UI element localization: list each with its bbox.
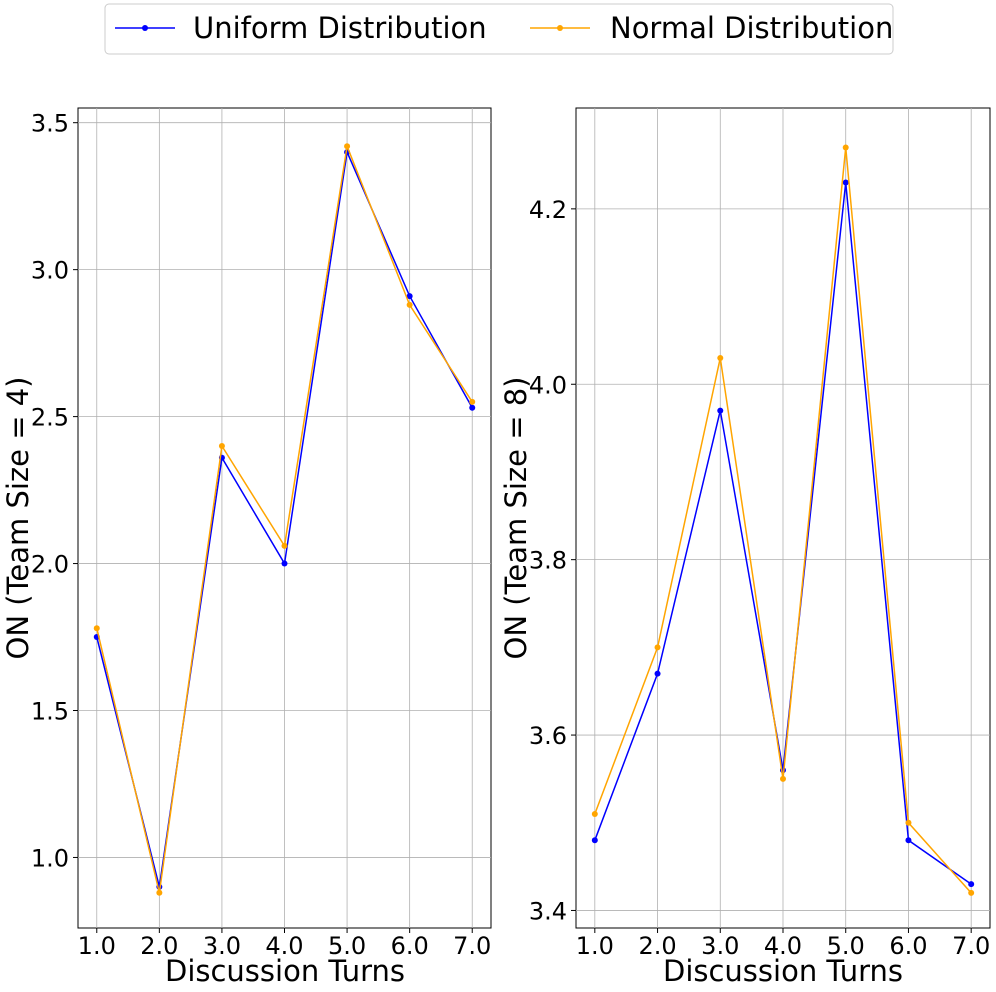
- x-tick-label: 3.0: [701, 932, 739, 960]
- chart-panel-team-size-8: 1.0 2.0 3.0 4.0 5.0 6.0 7.0 3.4 3.6 3.8 4.0 4.2 Di…: [499, 107, 991, 988]
- x-tick-label: 7.0: [952, 932, 990, 960]
- y-tick-label: 1.0: [31, 844, 69, 872]
- x-tick-label: 4.0: [265, 932, 303, 960]
- data-point-normal[interactable]: [469, 398, 476, 405]
- y-tick-label: 3.5: [31, 110, 69, 138]
- y-tick-label: 3.4: [529, 897, 567, 925]
- data-point-normal[interactable]: [842, 144, 849, 151]
- x-tick-labels: 1.0 2.0 3.0 4.0 5.0 6.0 7.0: [576, 928, 990, 960]
- data-point-uniform[interactable]: [905, 837, 912, 844]
- y-tick-label: 3.0: [31, 257, 69, 285]
- y-tick-label: 4.2: [529, 196, 567, 224]
- x-tick-label: 2.0: [140, 932, 178, 960]
- y-tick-label: 3.8: [529, 547, 567, 575]
- data-point-normal[interactable]: [591, 810, 598, 817]
- x-axis-label: Discussion Turns: [165, 954, 405, 988]
- chart-panel-team-size-4: 1.0 2.0 3.0 4.0 5.0 6.0 7.0 1.0 1.5 2.0 2.5 3.0 3.5…: [1, 107, 492, 988]
- y-tick-label: 2.5: [31, 404, 69, 432]
- data-point-normal[interactable]: [654, 644, 661, 651]
- legend-frame: [104, 3, 894, 55]
- data-point-uniform[interactable]: [591, 837, 598, 844]
- data-point-uniform[interactable]: [717, 407, 724, 414]
- y-tick-labels: 1.0 1.5 2.0 2.5 3.0 3.5: [31, 110, 78, 872]
- grid-lines: [576, 108, 990, 928]
- data-point-uniform[interactable]: [654, 670, 661, 677]
- data-point-normal[interactable]: [406, 301, 413, 308]
- legend-entry-normal[interactable]: Normal Distribution: [530, 11, 893, 45]
- y-tick-label: 2.0: [31, 551, 69, 579]
- y-axis-label: ON (Team Size = 8): [499, 377, 533, 660]
- legend-label-uniform: Uniform Distribution: [193, 11, 487, 45]
- legend-entry-uniform[interactable]: Uniform Distribution: [115, 11, 487, 45]
- x-tick-label: 1.0: [576, 932, 614, 960]
- data-point-normal[interactable]: [281, 542, 288, 549]
- data-point-normal[interactable]: [93, 625, 100, 632]
- x-tick-label: 1.0: [78, 932, 116, 960]
- y-tick-labels: 3.4 3.6 3.8 4.0 4.2: [529, 196, 576, 925]
- data-point-normal[interactable]: [218, 442, 225, 449]
- x-tick-label: 6.0: [889, 932, 927, 960]
- x-tick-label: 3.0: [203, 932, 241, 960]
- y-tick-label: 4.0: [529, 371, 567, 399]
- series-group: [93, 143, 476, 896]
- x-tick-labels: 1.0 2.0 3.0 4.0 5.0 6.0 7.0: [78, 928, 491, 960]
- series-group: [591, 144, 975, 896]
- data-point-uniform[interactable]: [842, 179, 849, 186]
- data-point-uniform[interactable]: [469, 404, 476, 411]
- y-tick-label: 3.6: [529, 722, 567, 750]
- legend-marker-uniform: [142, 25, 148, 31]
- x-tick-label: 7.0: [453, 932, 491, 960]
- x-tick-label: 5.0: [827, 932, 865, 960]
- x-axis-label: Discussion Turns: [663, 954, 903, 988]
- y-axis-label: ON (Team Size = 4): [1, 377, 35, 660]
- data-point-uniform[interactable]: [281, 560, 288, 567]
- y-tick-label: 1.5: [31, 698, 69, 726]
- grid-lines: [78, 108, 491, 928]
- legend-label-normal: Normal Distribution: [610, 11, 893, 45]
- data-point-normal[interactable]: [156, 889, 163, 896]
- x-tick-label: 4.0: [764, 932, 802, 960]
- x-tick-label: 2.0: [638, 932, 676, 960]
- data-point-normal[interactable]: [905, 819, 912, 826]
- legend: Uniform Distribution Normal Distribution: [104, 3, 894, 55]
- data-point-normal[interactable]: [780, 775, 786, 782]
- legend-marker-normal: [557, 25, 563, 31]
- data-point-normal[interactable]: [344, 143, 351, 150]
- data-point-uniform[interactable]: [406, 293, 413, 300]
- data-point-normal[interactable]: [968, 889, 975, 896]
- data-point-uniform[interactable]: [968, 881, 975, 888]
- x-tick-label: 5.0: [328, 932, 366, 960]
- data-point-normal[interactable]: [717, 354, 724, 361]
- x-tick-label: 6.0: [391, 932, 429, 960]
